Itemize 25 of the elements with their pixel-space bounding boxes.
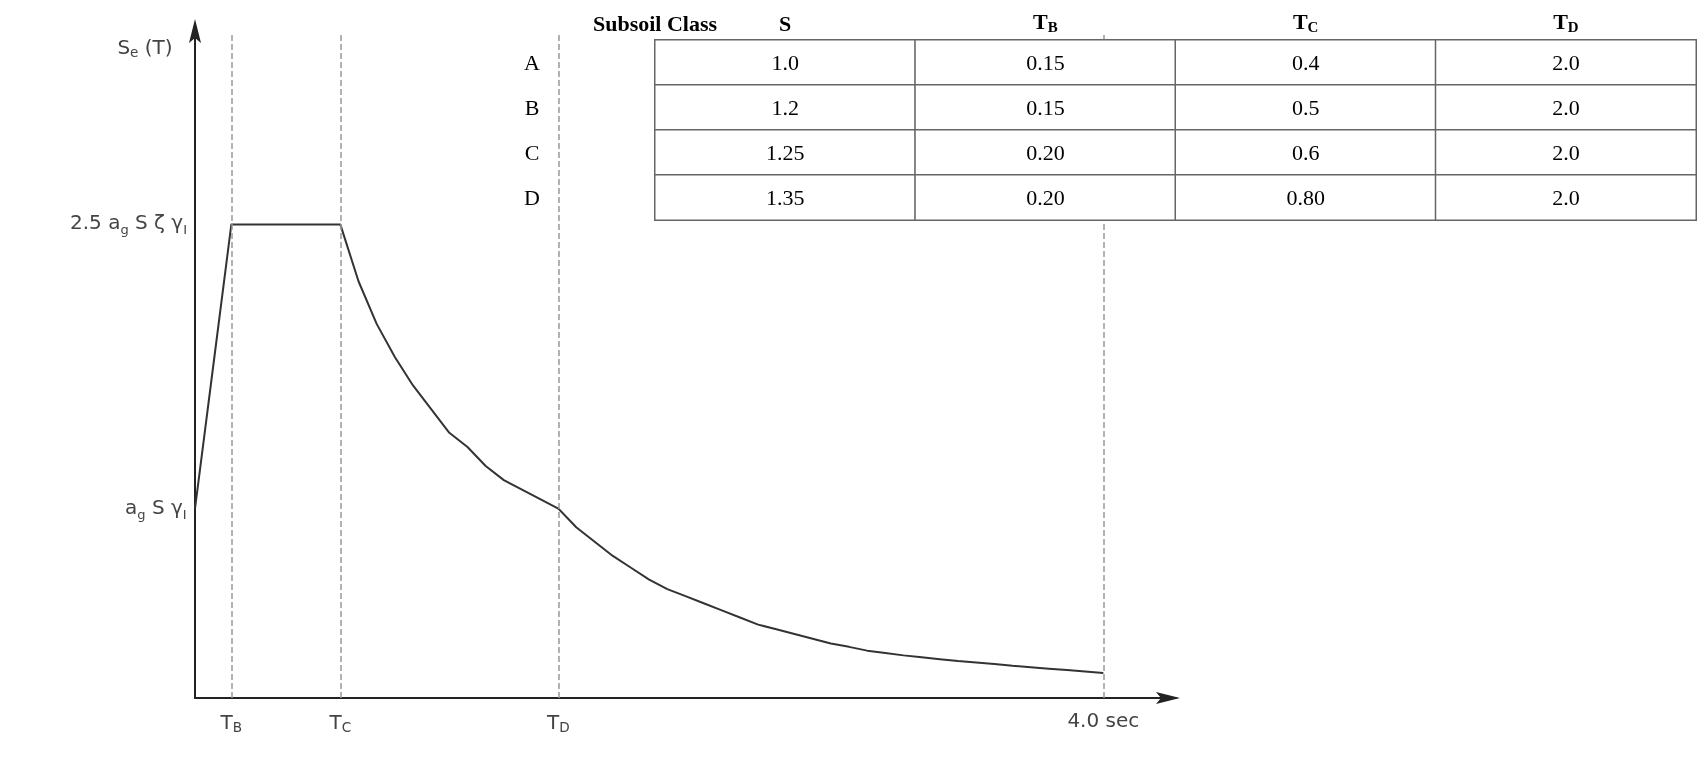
- data-label: 1.25: [765, 140, 805, 165]
- x-tick-label: 4.0 sec: [1067, 708, 1140, 732]
- data-label: 1.2: [771, 95, 799, 120]
- data-label: 1.35: [765, 185, 805, 210]
- data-label: 0.6: [1291, 140, 1320, 165]
- y-tick-label: B: [524, 95, 540, 120]
- data-label: 0.15: [1026, 95, 1065, 120]
- data-label: 0.5: [1291, 95, 1320, 120]
- data-label: 0.80: [1286, 185, 1325, 210]
- text: a$_{g}$ S γ$_{I}$: [125, 494, 187, 522]
- y-tick-label: D: [524, 185, 540, 210]
- data-label: 2.0: [1552, 185, 1580, 210]
- data-label: 0.20: [1026, 140, 1065, 165]
- y-tick-label: C: [524, 140, 540, 165]
- data-label: 2.0: [1552, 95, 1580, 120]
- y-tick-label: A: [524, 50, 541, 75]
- y-axis-title: Subsoil Class: [592, 10, 718, 36]
- data-label: 0.15: [1026, 50, 1065, 75]
- data-label: 2.0: [1552, 50, 1580, 75]
- data-label: 0.4: [1291, 50, 1320, 75]
- x-tick-label: S: [779, 10, 792, 36]
- text: 2.5 a$_{g}$ S ζ γ$_{I}$: [70, 210, 188, 238]
- data-label: 1.0: [771, 50, 799, 75]
- data-label: 2.0: [1552, 140, 1580, 165]
- data-label: 0.20: [1026, 185, 1065, 210]
